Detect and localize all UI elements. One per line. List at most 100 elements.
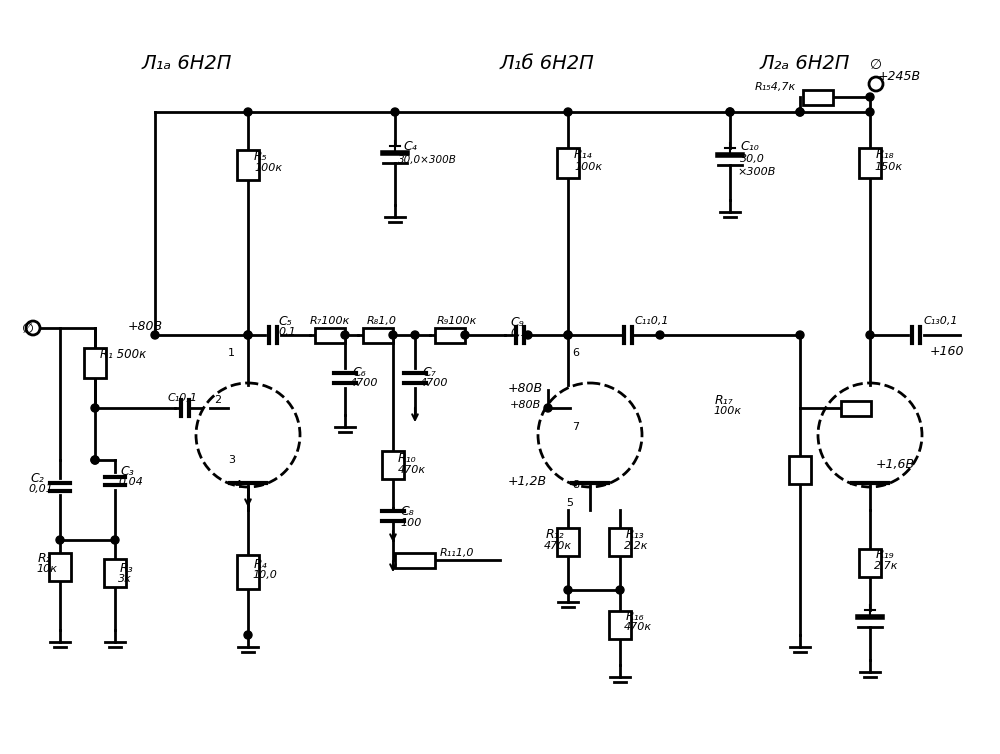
Text: 10,0: 10,0 (252, 570, 277, 580)
Text: R₅: R₅ (254, 150, 268, 163)
Circle shape (244, 331, 252, 339)
Text: 5: 5 (566, 498, 573, 508)
Text: 100к: 100к (574, 162, 602, 172)
Bar (859, 549, 881, 577)
Text: +80В: +80В (508, 382, 543, 395)
Text: R₁ 500к: R₁ 500к (100, 348, 146, 361)
Circle shape (111, 536, 119, 544)
Text: Л₂ₐ 6Н2П: Л₂ₐ 6Н2П (760, 54, 850, 73)
Text: R₂: R₂ (38, 552, 52, 565)
Text: 1: 1 (228, 348, 235, 358)
Text: 100к: 100к (713, 406, 741, 416)
Circle shape (411, 331, 419, 339)
Circle shape (544, 404, 552, 412)
Text: 2,7к: 2,7к (874, 561, 898, 571)
Text: R₁₀: R₁₀ (398, 452, 417, 465)
Circle shape (524, 331, 532, 339)
Text: +245В: +245В (878, 70, 921, 83)
Bar (84, 348, 106, 378)
Bar (237, 150, 259, 180)
Text: Л₁б 6Н2П: Л₁б 6Н2П (500, 54, 595, 73)
Text: ∅: ∅ (22, 322, 34, 336)
Circle shape (818, 383, 922, 487)
Text: 150к: 150к (874, 162, 902, 172)
Circle shape (866, 108, 874, 116)
Text: 30,0: 30,0 (740, 154, 765, 164)
Bar (557, 528, 579, 556)
Text: R₁₂: R₁₂ (546, 528, 565, 541)
Bar (609, 611, 631, 639)
Text: C₆: C₆ (352, 366, 366, 379)
Bar (435, 327, 465, 342)
Text: C₈: C₈ (400, 505, 414, 518)
Text: R₇100к: R₇100к (310, 316, 350, 326)
Circle shape (91, 456, 99, 464)
Text: 0,04: 0,04 (118, 477, 143, 487)
Text: C₂: C₂ (30, 472, 44, 485)
Circle shape (26, 321, 40, 335)
Circle shape (726, 108, 734, 116)
Text: 3: 3 (228, 455, 235, 465)
Text: 470к: 470к (398, 465, 426, 475)
Text: +160: +160 (930, 345, 964, 358)
Text: 0,01: 0,01 (28, 484, 53, 494)
Text: R₁₄: R₁₄ (574, 148, 593, 161)
Text: 4700: 4700 (350, 378, 378, 388)
Text: C₃: C₃ (120, 465, 134, 478)
Circle shape (656, 331, 664, 339)
Text: R₁₅4,7к: R₁₅4,7к (755, 82, 796, 92)
Text: C₁0,1: C₁0,1 (168, 393, 198, 403)
Text: Л₁ₐ 6Н2П: Л₁ₐ 6Н2П (142, 54, 232, 73)
Circle shape (616, 586, 624, 594)
Bar (557, 148, 579, 178)
Text: 0,1: 0,1 (278, 327, 296, 337)
Text: 470к: 470к (544, 541, 572, 551)
Circle shape (244, 331, 252, 339)
Circle shape (866, 331, 874, 339)
Text: C₁₃0,1: C₁₃0,1 (924, 316, 958, 326)
Circle shape (796, 108, 804, 116)
Text: R₁₈: R₁₈ (876, 148, 895, 161)
Circle shape (564, 586, 572, 594)
Text: 2,2к: 2,2к (624, 541, 648, 551)
Text: C₄: C₄ (403, 140, 417, 153)
Text: 8: 8 (572, 480, 579, 490)
Circle shape (869, 77, 883, 91)
Circle shape (56, 536, 64, 544)
Circle shape (389, 331, 397, 339)
Circle shape (796, 108, 804, 116)
Bar (237, 555, 259, 589)
Text: 2: 2 (214, 395, 221, 405)
Circle shape (91, 404, 99, 412)
Circle shape (391, 108, 399, 116)
Circle shape (564, 331, 572, 339)
Text: C₁₁0,1: C₁₁0,1 (635, 316, 670, 326)
Text: +80В: +80В (128, 320, 163, 333)
Circle shape (341, 331, 349, 339)
Text: 6: 6 (572, 348, 579, 358)
Text: R₁₆: R₁₆ (626, 610, 645, 623)
Text: +1,6В: +1,6В (876, 458, 915, 471)
Text: R₈1,0: R₈1,0 (367, 316, 397, 326)
Circle shape (866, 93, 874, 101)
Bar (789, 456, 811, 484)
Text: C₉: C₉ (510, 316, 524, 329)
Text: 4700: 4700 (420, 378, 448, 388)
Text: R₁₃: R₁₃ (626, 528, 645, 541)
Text: 100: 100 (400, 518, 421, 528)
Text: R₃: R₃ (120, 562, 134, 575)
Circle shape (796, 331, 804, 339)
Text: 10к: 10к (36, 564, 57, 574)
Text: +1,2В: +1,2В (508, 475, 547, 488)
Bar (395, 553, 435, 568)
Text: 100к: 100к (254, 163, 282, 173)
Circle shape (564, 331, 572, 339)
Bar (315, 327, 345, 342)
Bar (363, 327, 393, 342)
Text: 470к: 470к (624, 622, 652, 632)
Text: R₉100к: R₉100к (437, 316, 477, 326)
Bar (49, 553, 71, 581)
Circle shape (91, 456, 99, 464)
Text: +80В: +80В (510, 400, 541, 410)
Text: 30,0×300В: 30,0×300В (398, 155, 457, 165)
